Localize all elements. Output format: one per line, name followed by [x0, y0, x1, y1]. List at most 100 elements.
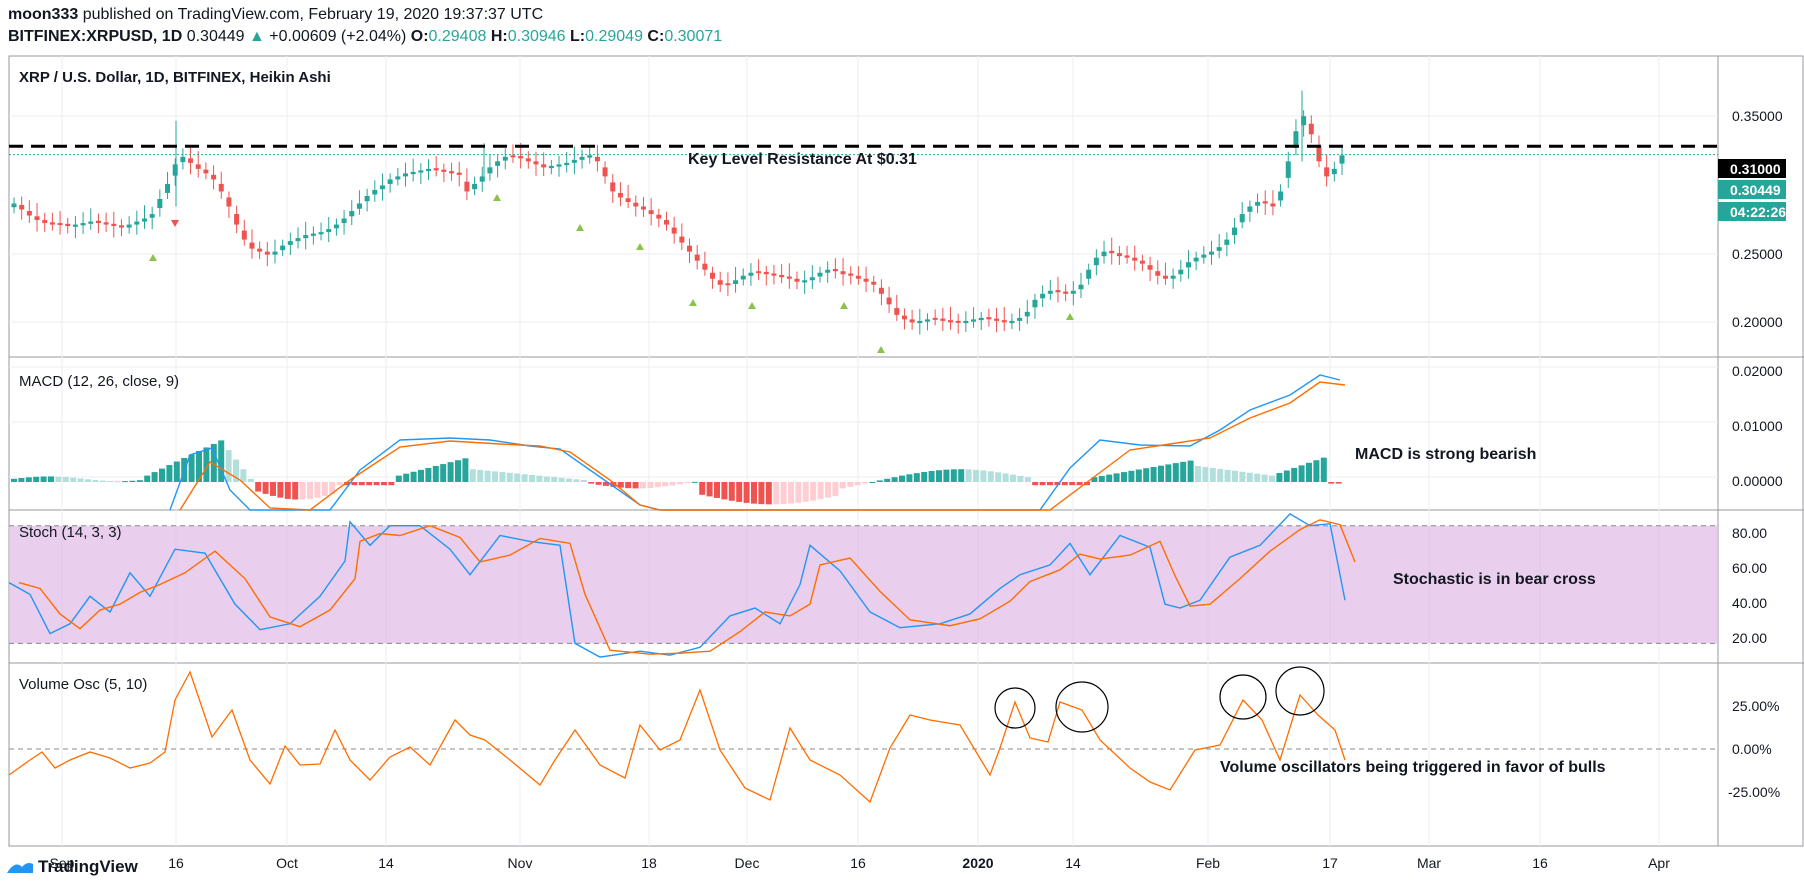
time-tick: 2020: [962, 855, 993, 871]
candle-body: [863, 278, 869, 282]
candle-body: [464, 181, 470, 192]
candle-body: [1278, 191, 1284, 201]
price-axis[interactable]: 0.35000 0.25000 0.20000 0.31000 0.30449 …: [1718, 108, 1786, 330]
candle-body: [610, 182, 616, 192]
macd-bar: [736, 482, 743, 502]
brand-logo[interactable]: TradingView: [6, 857, 138, 877]
stoch-tick: 40.00: [1732, 595, 1767, 611]
candle-body: [433, 168, 439, 171]
macd-bar: [588, 482, 595, 484]
up-arrow-icon: [748, 302, 756, 309]
macd-bar: [936, 470, 942, 482]
macd-bar: [1291, 467, 1298, 482]
macd-bar: [958, 469, 965, 482]
macd-bar: [1032, 482, 1039, 486]
candle-body: [525, 158, 531, 162]
candle-body: [955, 320, 961, 323]
candle-body: [871, 281, 877, 285]
macd-bar: [455, 460, 461, 482]
candle-body: [1232, 227, 1238, 236]
low-value: 0.29049: [585, 28, 643, 45]
macd-bar: [595, 482, 602, 485]
macd-bar: [373, 482, 380, 486]
candle-body: [195, 164, 201, 169]
last-price: 0.30449: [186, 28, 245, 45]
highlight-circle-1: [994, 687, 1036, 729]
macd-bar: [987, 471, 994, 482]
countdown-tag-bg: [1718, 202, 1786, 221]
publisher-name[interactable]: moon333: [8, 6, 79, 23]
candle-body: [134, 221, 140, 225]
macd-bar: [1121, 472, 1127, 482]
candle-body: [349, 211, 355, 217]
symbol-name[interactable]: BITFINEX:XRPUSD, 1D: [8, 28, 183, 45]
macd-bar: [773, 482, 780, 505]
candle-body: [418, 170, 424, 173]
macd-pane[interactable]: MACD (12, 26, close, 9) MACD is strong b…: [11, 373, 1536, 511]
macd-bar: [832, 482, 839, 497]
macd-bar: [743, 482, 750, 503]
macd-annotation: MACD is strong bearish: [1355, 446, 1536, 463]
brand-name: TradingView: [38, 857, 138, 876]
macd-bar: [817, 482, 824, 500]
macd-bar: [573, 479, 580, 482]
macd-histogram: [11, 440, 1342, 505]
volosc-axis[interactable]: 25.00% 0.00% -25.00%: [1728, 698, 1780, 800]
macd-bar: [714, 482, 720, 498]
candle-body: [287, 241, 293, 245]
macd-axis[interactable]: 0.02000 0.01000 0.00000: [1732, 363, 1783, 489]
macd-bar: [1106, 474, 1113, 482]
macd-bar: [240, 469, 247, 482]
macd-bar: [1002, 473, 1009, 482]
candle-body: [617, 192, 623, 198]
macd-bar: [188, 454, 195, 482]
macd-bar: [921, 471, 928, 482]
candle-body: [157, 198, 163, 209]
candle-body: [809, 277, 815, 281]
macd-bar: [70, 477, 77, 482]
macd-bar: [284, 482, 291, 499]
candle-body: [940, 318, 946, 321]
macd-bar: [1217, 468, 1224, 482]
macd-bar: [1061, 482, 1068, 486]
macd-bar: [899, 475, 905, 482]
candle-body: [426, 168, 432, 172]
stoch-pane[interactable]: Stoch (14, 3, 3) Stochastic is in bear c…: [8, 513, 1718, 658]
stoch-tick: 20.00: [1732, 630, 1767, 646]
macd-bar: [1098, 475, 1105, 482]
stoch-axis[interactable]: 80.00 60.00 40.00 20.00: [1732, 525, 1767, 646]
macd-bar: [395, 475, 402, 482]
close-value: 0.30071: [664, 28, 723, 45]
macd-bar: [669, 482, 676, 486]
time-axis[interactable]: Sep 16 Oct 14 Nov 18 Dec 16 2020 14 Feb 17 Mar 16 Apr: [50, 855, 1671, 871]
candle-body: [11, 203, 17, 208]
macd-bar: [1047, 482, 1053, 486]
macd-bar: [1276, 473, 1283, 482]
price-pane[interactable]: XRP / U.S. Dollar, 1D, BITFINEX, Heikin …: [9, 69, 1718, 353]
low-label: L:: [570, 28, 586, 45]
macd-bar: [196, 450, 202, 482]
macd-bar: [839, 482, 846, 489]
candle-body: [748, 272, 754, 276]
macd-bar: [292, 482, 299, 500]
macd-bar: [85, 479, 91, 482]
volosc-pane[interactable]: Volume Osc (5, 10) Volume oscillators be…: [8, 666, 1718, 804]
candle-body: [65, 223, 71, 227]
candle-body: [72, 224, 78, 227]
macd-bar: [928, 471, 935, 482]
candle-body: [80, 223, 86, 226]
candle-body: [571, 159, 577, 163]
macd-bar: [677, 482, 683, 485]
macd-bar: [1180, 461, 1187, 482]
price-tick: 0.25000: [1732, 246, 1783, 262]
macd-bar: [25, 477, 32, 482]
candle-body: [218, 183, 224, 192]
macd-bar: [122, 481, 128, 483]
candle-body: [1063, 291, 1069, 294]
candle-body: [387, 179, 393, 184]
macd-bar: [647, 482, 654, 488]
macd-bar: [277, 482, 284, 498]
macd-bar: [884, 478, 891, 482]
stoch-d-line: [18, 519, 1356, 655]
